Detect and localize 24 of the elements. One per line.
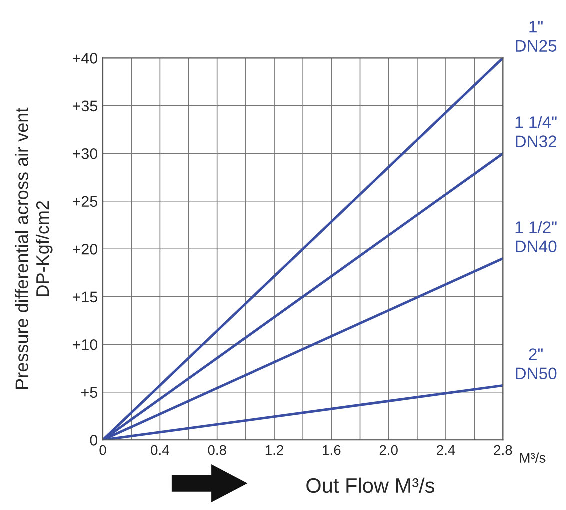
x-tick-label: 0.8 bbox=[208, 445, 226, 456]
y-tick-label: +15 bbox=[72, 292, 98, 303]
x-tick-label: 2.0 bbox=[380, 445, 398, 456]
series-label: 1 1/2" DN40 bbox=[516, 221, 557, 253]
series-label: 1" DN25 bbox=[516, 21, 557, 52]
x-tick-label: 0 bbox=[100, 445, 106, 456]
y-tick-label: +40 bbox=[72, 53, 98, 64]
x-tick-label: 2.8 bbox=[494, 445, 512, 456]
y-tick-label: +20 bbox=[72, 244, 98, 255]
y-tick-label: +30 bbox=[72, 148, 98, 160]
series-label: 1 1/4" DN32 bbox=[516, 116, 557, 148]
x-axis-title: Out Flow M³/s bbox=[306, 478, 435, 494]
series-label: 2" DN50 bbox=[516, 348, 557, 380]
y-tick-label: +35 bbox=[72, 100, 98, 112]
y-tick-label: +10 bbox=[72, 340, 98, 350]
text: M³/s bbox=[520, 452, 546, 463]
y-tick-label: +25 bbox=[72, 196, 98, 208]
y-tick-label: 0 bbox=[90, 435, 98, 446]
y-axis-title: Pressure differential across air vent DP-Kgf/cm2 bbox=[15, 108, 53, 389]
y-tick-label: +5 bbox=[81, 387, 98, 398]
x-tick-label: 2.4 bbox=[437, 445, 456, 456]
x-tick-label: 0.4 bbox=[151, 445, 170, 456]
x-tick-label: 1.6 bbox=[323, 445, 341, 456]
x-tick-label: 1.2 bbox=[266, 445, 284, 456]
